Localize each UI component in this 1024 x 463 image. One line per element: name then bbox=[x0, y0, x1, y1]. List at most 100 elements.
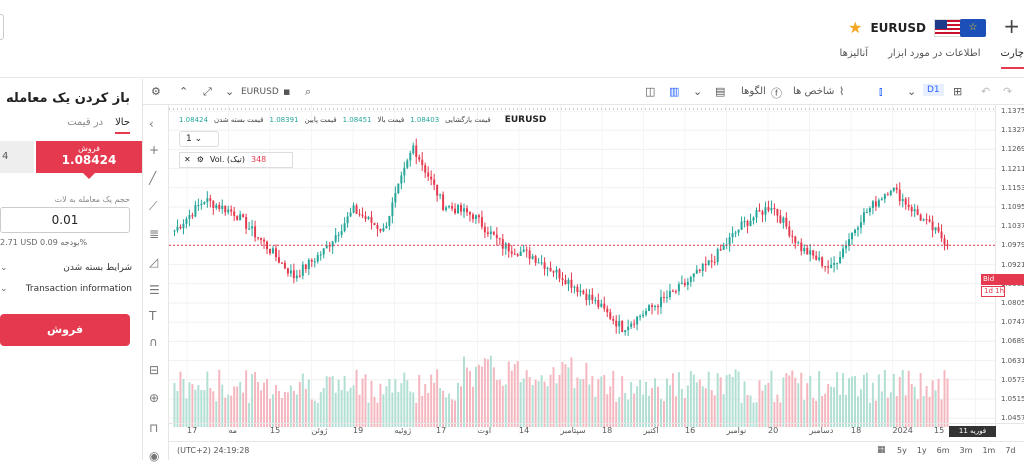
collapse-up-icon[interactable]: ⌃ bbox=[179, 85, 189, 98]
candle[interactable] bbox=[525, 249, 528, 251]
candle[interactable] bbox=[600, 303, 603, 307]
candle[interactable] bbox=[815, 255, 818, 260]
candle[interactable] bbox=[313, 261, 316, 263]
candle[interactable] bbox=[522, 249, 525, 252]
candle[interactable] bbox=[185, 218, 188, 224]
candle[interactable] bbox=[946, 244, 949, 247]
candle[interactable] bbox=[773, 208, 776, 210]
candle[interactable] bbox=[257, 237, 260, 239]
candle[interactable] bbox=[298, 275, 301, 277]
candle[interactable] bbox=[934, 227, 937, 231]
candle[interactable] bbox=[901, 198, 904, 202]
candle[interactable] bbox=[209, 198, 212, 201]
fullscreen-icon[interactable]: ⤢ bbox=[203, 85, 212, 98]
sell-button[interactable]: فروش bbox=[0, 314, 130, 346]
candle[interactable] bbox=[612, 318, 615, 321]
gear-icon[interactable]: ⚙ bbox=[196, 155, 204, 164]
candle[interactable] bbox=[340, 231, 343, 235]
candle[interactable] bbox=[274, 248, 277, 258]
candle[interactable] bbox=[845, 245, 848, 249]
candle[interactable] bbox=[621, 321, 624, 333]
candle[interactable] bbox=[468, 212, 471, 215]
candle[interactable] bbox=[827, 266, 830, 268]
candle[interactable] bbox=[940, 231, 943, 239]
ray-icon[interactable]: ⟋ bbox=[149, 199, 158, 213]
transaction-info-toggle[interactable]: Transaction information ⌄ bbox=[0, 284, 132, 294]
candle[interactable] bbox=[352, 205, 355, 213]
candle[interactable] bbox=[498, 238, 501, 240]
candle[interactable] bbox=[833, 263, 836, 265]
channel-icon[interactable]: ≣ bbox=[149, 227, 160, 241]
candle[interactable] bbox=[839, 257, 842, 263]
candle[interactable] bbox=[188, 215, 191, 219]
candle[interactable] bbox=[561, 278, 564, 281]
candle[interactable] bbox=[695, 269, 698, 274]
candle[interactable] bbox=[480, 217, 483, 227]
time-axis[interactable]: 17 مه 15 ژوئن 19 ژوئیه 17 اوت 14 سپتامبر 18 اکتبر 16… bbox=[169, 423, 1024, 437]
add-icon[interactable]: ⊞ bbox=[953, 85, 963, 98]
candle[interactable] bbox=[830, 264, 833, 268]
candle[interactable] bbox=[254, 226, 257, 238]
candle[interactable] bbox=[791, 235, 794, 237]
candle[interactable] bbox=[752, 217, 755, 221]
candle[interactable] bbox=[218, 204, 221, 209]
candle[interactable] bbox=[606, 308, 609, 313]
candle[interactable] bbox=[618, 321, 621, 327]
candle[interactable] bbox=[842, 248, 845, 258]
candle[interactable] bbox=[591, 294, 594, 301]
candle[interactable] bbox=[680, 282, 683, 285]
candle[interactable] bbox=[555, 269, 558, 273]
tab-analysis[interactable]: آنالیزها bbox=[839, 48, 869, 59]
candle[interactable] bbox=[865, 212, 868, 214]
candle[interactable] bbox=[686, 281, 689, 286]
candle[interactable] bbox=[585, 293, 588, 301]
candle[interactable] bbox=[636, 316, 639, 325]
candle[interactable] bbox=[463, 208, 465, 212]
tab-market[interactable]: حالا bbox=[115, 117, 130, 134]
volume-input[interactable]: 0.01 bbox=[0, 207, 130, 233]
candle[interactable] bbox=[358, 213, 361, 215]
candle[interactable] bbox=[322, 248, 325, 255]
candle[interactable] bbox=[540, 262, 543, 264]
fib-icon[interactable]: ☰ bbox=[149, 283, 160, 297]
candle[interactable] bbox=[812, 250, 815, 256]
candle[interactable] bbox=[692, 273, 695, 278]
candle[interactable] bbox=[373, 222, 376, 226]
candle[interactable] bbox=[573, 286, 576, 288]
candle[interactable] bbox=[492, 231, 495, 235]
candle[interactable] bbox=[943, 238, 946, 245]
candle[interactable] bbox=[683, 282, 686, 286]
chart-type-icon[interactable]: ▥ bbox=[669, 85, 680, 98]
candle[interactable] bbox=[871, 201, 874, 208]
candle[interactable] bbox=[436, 184, 439, 196]
candle[interactable] bbox=[761, 211, 764, 215]
candle[interactable] bbox=[782, 217, 785, 223]
candle[interactable] bbox=[415, 145, 418, 157]
candle[interactable] bbox=[633, 323, 636, 325]
close-conditions-toggle[interactable]: شرایط بسته شدن ⌄ bbox=[0, 263, 132, 273]
candle[interactable] bbox=[624, 330, 627, 333]
candle[interactable] bbox=[662, 297, 665, 299]
range-button-5y[interactable]: 5y bbox=[897, 446, 907, 455]
candle[interactable] bbox=[471, 214, 474, 220]
candle[interactable] bbox=[862, 212, 865, 223]
candle[interactable] bbox=[295, 275, 298, 279]
candle[interactable] bbox=[594, 299, 597, 301]
candle[interactable] bbox=[331, 241, 334, 247]
candle[interactable] bbox=[355, 205, 358, 214]
candle[interactable] bbox=[391, 202, 394, 216]
candle[interactable] bbox=[528, 250, 531, 259]
interval-selector[interactable]: D1 bbox=[923, 84, 944, 96]
candle[interactable] bbox=[543, 262, 546, 269]
candle[interactable] bbox=[609, 312, 612, 319]
candle[interactable] bbox=[779, 215, 782, 223]
candle[interactable] bbox=[677, 284, 680, 292]
candle[interactable] bbox=[227, 209, 230, 213]
candle[interactable] bbox=[764, 207, 767, 215]
candle[interactable] bbox=[474, 215, 477, 220]
candle[interactable] bbox=[659, 297, 662, 308]
candle[interactable] bbox=[286, 268, 289, 274]
candle[interactable] bbox=[615, 320, 618, 327]
magnet-icon[interactable]: ∩ bbox=[149, 335, 158, 349]
candle[interactable] bbox=[824, 266, 827, 268]
